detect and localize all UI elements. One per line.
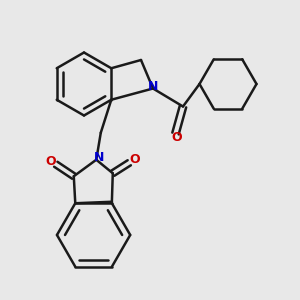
Text: O: O [45, 155, 56, 168]
Text: O: O [172, 130, 182, 144]
Text: N: N [94, 151, 104, 164]
Text: N: N [148, 80, 158, 93]
Text: O: O [129, 153, 140, 166]
